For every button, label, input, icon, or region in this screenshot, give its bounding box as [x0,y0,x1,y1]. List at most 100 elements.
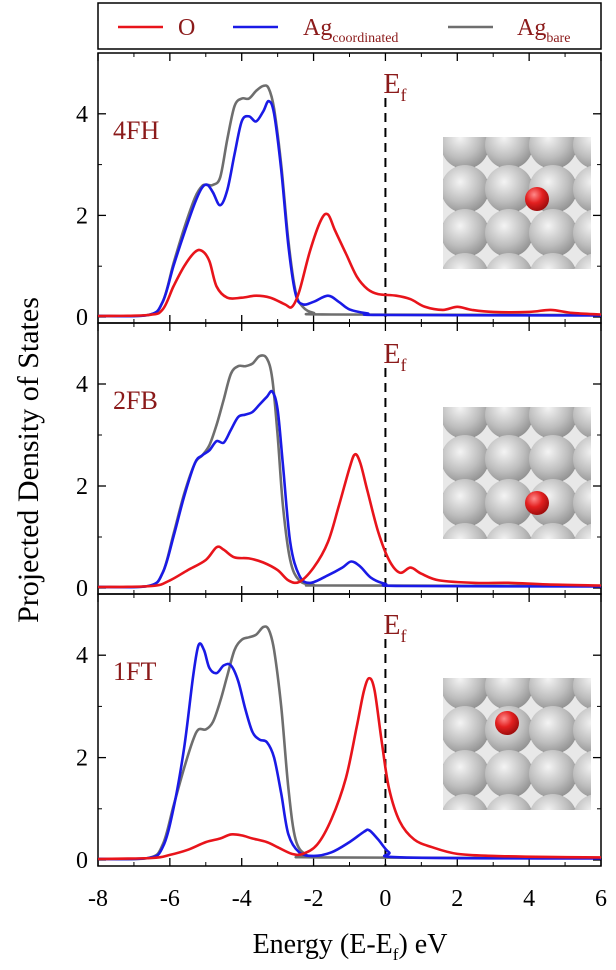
ag-subsurface-atom [475,872,499,896]
ag-surface-atom [529,407,577,439]
ag-surface-atom [443,493,445,513]
ag-subsurface-atom [607,381,616,405]
y-axis-title: Projected Density of States [12,297,45,623]
ag-surface-atom [530,794,576,810]
ag-subsurface-atom [519,381,543,405]
legend: O Agcoordinated Agbare [97,2,602,50]
ag-surface-atom [441,618,489,666]
ag-surface-atom [573,137,591,169]
ag-surface-atom [529,706,577,754]
ag-subsurface-atom [563,652,587,676]
y-tick-label: 4 [76,643,88,669]
ag-surface-atom [443,209,489,257]
ag-subsurface-atom [607,287,616,311]
ag-surface-atom [529,678,577,710]
ag-subsurface-atom [607,652,616,676]
ag-surface-atom [443,223,445,243]
ag-surface-atom [573,678,591,710]
ag-subsurface-atom [519,331,543,355]
ag-surface-atom [573,209,591,257]
x-tick-label: 6 [595,886,607,912]
ag-surface-atom [443,267,444,269]
ag-surface-atom [485,297,533,345]
y-tick-label: 0 [76,305,88,331]
ag-subsurface-atom [475,111,499,135]
ag-surface-atom [573,165,591,213]
ag-surface-atom [443,523,488,539]
x-tick-label: -2 [304,886,324,912]
ag-subsurface-atom [607,601,616,625]
ag-subsurface-atom [563,287,587,311]
x-tick-label: -6 [160,886,180,912]
ag-surface-atom [529,838,577,886]
legend-entry-ag-bare: Agbare [448,15,570,46]
ag-subsurface-atom [563,872,587,896]
panel-site-label: 4FH [113,116,159,145]
ag-surface-atom [573,435,591,483]
ag-subsurface-atom [519,287,543,311]
ag-surface-atom [529,297,577,345]
ag-subsurface-atom [475,652,499,676]
ag-subsurface-atom [607,872,616,896]
legend-label-ag-bare: Agbare [517,15,570,46]
ag-surface-atom [486,523,532,539]
x-tick-label: 4 [523,886,535,912]
ag-surface-atom [485,435,533,483]
ag-surface-atom [574,794,591,810]
ag-surface-atom [443,720,445,740]
oxygen-atom [525,491,549,515]
ag-surface-atom [573,567,616,615]
x-tick-label: -4 [232,886,252,912]
ag-surface-atom [529,479,577,527]
ag-subsurface-atom [431,111,455,135]
series-line-o [97,452,602,589]
ag-subsurface-atom [607,513,616,537]
ag-surface-atom [573,750,591,798]
ag-surface-atom [443,678,489,710]
ag-subsurface-atom [431,557,455,581]
ag-surface-atom [443,137,445,155]
ag-subsurface-atom [563,111,587,135]
y-tick-label: 4 [76,372,88,398]
fermi-level-label: Ef [383,69,406,105]
x-tick-label: 0 [379,886,391,912]
ag-subsurface-atom [519,557,543,581]
panel-1ft: 0 2 4 Ef 1FT [76,593,616,896]
ag-subsurface-atom [607,784,616,808]
ag-subsurface-atom [563,557,587,581]
x-tick-label: -8 [88,886,108,912]
ag-surface-atom [529,347,577,395]
x-tick-label: 2 [451,886,463,912]
inset-lattice [441,618,616,896]
oxygen-atom [525,187,549,211]
ag-surface-atom [443,449,445,469]
ag-subsurface-atom [607,828,616,852]
ag-subsurface-atom [607,243,616,267]
ag-subsurface-atom [607,155,616,179]
y-tick-label: 0 [76,848,88,874]
ag-surface-atom [574,253,591,269]
inset-structure-image [431,347,616,625]
inset-lattice [431,77,616,355]
ag-subsurface-atom [563,601,587,625]
panel-site-label: 2FB [113,386,158,415]
ag-subsurface-atom [607,740,616,764]
legend-label-o: O [178,15,195,41]
inset-structure-image [431,77,616,355]
ag-surface-atom [485,618,533,666]
ag-subsurface-atom [607,557,616,581]
ag-surface-atom [573,77,616,125]
ag-subsurface-atom [431,381,455,405]
ag-surface-atom [530,523,576,539]
series-line-ag-coordinated [97,642,602,861]
ag-subsurface-atom [431,331,455,355]
ag-surface-atom [573,618,616,666]
ag-surface-atom [529,750,577,798]
ag-subsurface-atom [475,287,499,311]
ag-surface-atom [441,567,489,615]
ag-subsurface-atom [519,828,543,852]
ag-surface-atom [485,407,533,439]
ag-surface-atom [573,347,616,395]
x-axis-title: Energy (E-Ef) eV [253,929,448,964]
ag-subsurface-atom [563,828,587,852]
